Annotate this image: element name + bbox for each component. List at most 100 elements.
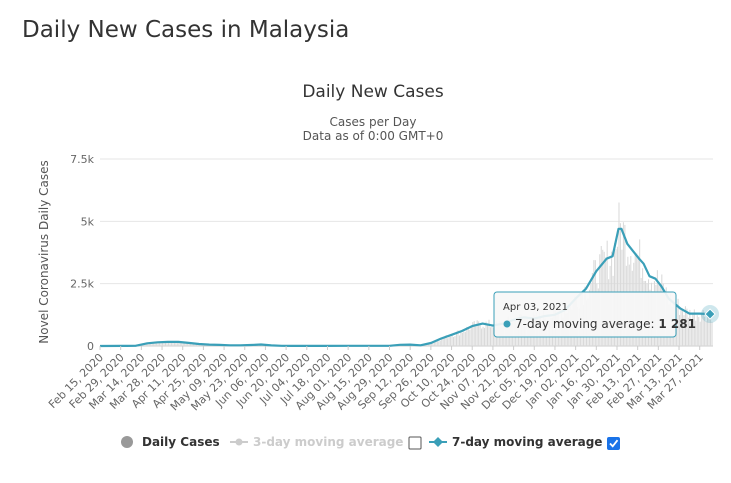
daily-case-bar <box>178 342 180 346</box>
legend-7-day-checkbox[interactable] <box>607 437 620 450</box>
legend-3-day-icon <box>235 438 243 446</box>
daily-case-bar <box>179 342 181 346</box>
daily-case-bar <box>689 309 691 346</box>
daily-case-bar <box>698 317 700 346</box>
daily-case-bar <box>145 343 147 346</box>
daily-case-bar <box>687 317 689 346</box>
daily-case-bar <box>163 341 165 346</box>
daily-case-bar <box>482 326 484 346</box>
legend: Daily Cases 3-day moving average 7-day m… <box>121 435 620 450</box>
daily-case-bar <box>150 343 152 346</box>
daily-case-bar <box>430 343 432 346</box>
legend-7-day-label: 7-day moving average <box>452 435 602 449</box>
daily-case-bar <box>432 342 434 346</box>
daily-case-bar <box>445 335 447 346</box>
daily-case-bar <box>147 343 149 346</box>
daily-case-bar <box>184 342 186 346</box>
daily-case-bar <box>710 313 712 346</box>
daily-case-bar <box>624 224 626 346</box>
daily-case-bar <box>173 341 175 346</box>
daily-case-bar <box>435 341 437 346</box>
daily-case-bar <box>156 343 158 346</box>
daily-case-bar <box>707 313 709 346</box>
daily-case-bar <box>479 325 481 346</box>
daily-case-bar <box>469 329 471 346</box>
daily-case-bar <box>191 343 193 346</box>
daily-case-bar <box>159 342 161 346</box>
legend-item-daily-cases[interactable]: Daily Cases <box>121 435 220 449</box>
daily-case-bar <box>167 341 169 346</box>
daily-case-bar <box>455 331 458 346</box>
daily-case-bar <box>188 342 190 346</box>
daily-case-bar <box>485 321 487 346</box>
daily-case-bar <box>463 331 465 346</box>
daily-case-bar <box>451 335 453 346</box>
y-tick-label: 2.5k <box>70 278 94 291</box>
svg-text:7-day moving average: 1 281: 7-day moving average: 1 281 <box>515 317 696 331</box>
tooltip: Apr 03, 2021 7-day moving average: 1 281 <box>493 291 696 338</box>
daily-case-bar <box>429 343 431 346</box>
legend-3-day-checkbox[interactable] <box>408 436 422 450</box>
daily-case-bar <box>702 310 704 346</box>
daily-case-bar <box>185 342 187 346</box>
tooltip-value: 1 281 <box>658 317 696 331</box>
y-axis-label: Novel Coronavirus Daily Cases <box>37 160 51 343</box>
daily-case-bar <box>153 342 155 346</box>
daily-case-bar <box>160 342 162 346</box>
daily-case-bar <box>458 335 460 346</box>
daily-case-bar <box>705 321 707 346</box>
daily-case-bar <box>699 321 701 346</box>
legend-item-3-day-ma[interactable]: 3-day moving average <box>230 435 403 449</box>
legend-item-7-day-ma[interactable]: 7-day moving average <box>429 435 602 449</box>
daily-case-bar <box>487 323 489 346</box>
daily-case-bar <box>473 321 475 346</box>
daily-case-bar <box>476 320 478 346</box>
daily-case-bar <box>441 337 443 346</box>
daily-case-bar <box>618 202 620 346</box>
daily-case-bar <box>442 338 444 346</box>
hover-point[interactable] <box>704 308 716 320</box>
daily-case-bar <box>690 320 692 346</box>
y-tick-label: 5k <box>81 215 95 228</box>
daily-case-bar <box>478 321 480 346</box>
daily-case-bar <box>157 341 159 346</box>
page-title: Daily New Cases in Malaysia <box>22 17 350 43</box>
daily-case-bar <box>467 328 469 346</box>
daily-case-bar <box>164 342 167 346</box>
daily-case-bar <box>175 341 177 346</box>
daily-case-bar <box>436 340 438 346</box>
daily-case-bar <box>433 341 435 346</box>
daily-case-bar <box>448 336 450 346</box>
series-7-day-line <box>99 227 720 348</box>
daily-case-bar <box>484 327 486 346</box>
daily-case-bar <box>701 314 703 346</box>
daily-case-bar <box>683 315 685 346</box>
daily-case-bar <box>182 343 184 346</box>
tooltip-marker <box>503 320 511 328</box>
daily-case-bar <box>466 326 468 346</box>
daily-case-bar <box>438 341 440 346</box>
daily-case-bar <box>679 314 681 346</box>
daily-case-bar <box>190 343 192 346</box>
daily-case-bar <box>162 342 164 346</box>
daily-case-bar <box>676 305 678 346</box>
chart-title: Daily New Cases <box>302 82 444 102</box>
daily-case-bar <box>444 337 446 346</box>
daily-case-bar <box>711 321 713 346</box>
chart-subtitle-1: Cases per Day <box>330 115 417 129</box>
daily-case-bar <box>439 340 441 346</box>
daily-case-bar <box>488 319 490 346</box>
daily-case-bar <box>176 342 178 346</box>
checkmark-icon <box>609 439 619 448</box>
tooltip-box <box>493 291 677 338</box>
daily-case-bar <box>680 308 682 346</box>
tooltip-date: Apr 03, 2021 <box>503 302 568 313</box>
daily-case-bar <box>470 325 472 346</box>
y-tick-label: 0 <box>87 340 94 353</box>
legend-daily-cases-label: Daily Cases <box>142 435 220 449</box>
daily-case-bar <box>464 331 466 346</box>
daily-case-bar <box>481 328 483 346</box>
daily-case-bar <box>181 342 183 346</box>
